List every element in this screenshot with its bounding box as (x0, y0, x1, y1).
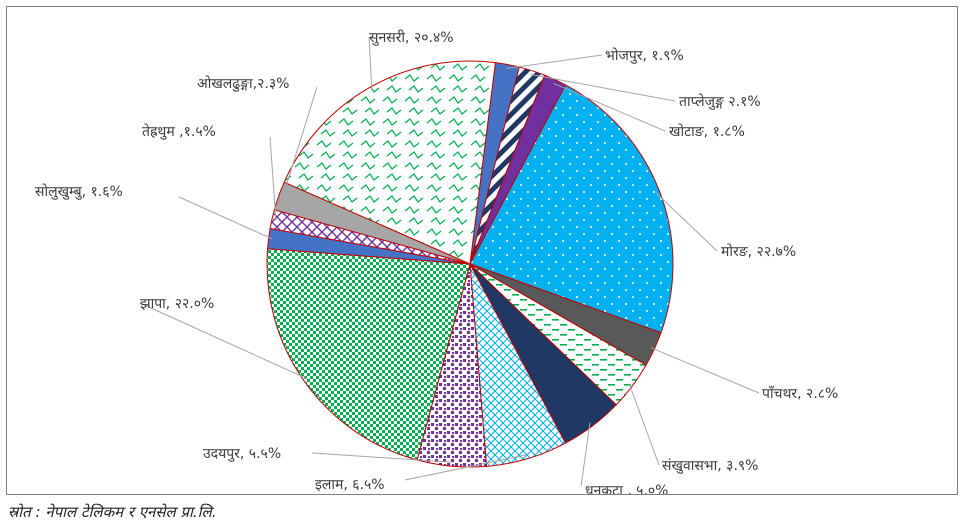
slice-label: भोजपुर, १.९% (605, 47, 684, 64)
slice-label: ताप्लेजुङ्ग २.१% (679, 93, 761, 110)
slice-label: संखुवासभा, ३.९% (662, 458, 758, 474)
slice-label: इलाम, ६.५% (315, 477, 385, 493)
pie-chart: भोजपुर, १.९% ताप्लेजुङ्ग २.१% खोटाङ, १.८% म… (35, 29, 838, 494)
source-note: स्रोत : नेपाल टेलिकम र एनसेल प्रा.लि. (8, 503, 217, 521)
chart-frame: भोजपुर, १.९% ताप्लेजुङ्ग २.१% खोटाङ, १.८% म… (6, 6, 958, 495)
leader-line (178, 196, 273, 240)
leader-line (506, 54, 603, 69)
leader-line (139, 302, 308, 380)
slice-labels: भोजपुर, १.९% ताप्लेजुङ्ग २.१% खोटाङ, १.८% म… (35, 29, 838, 494)
leader-lines (139, 36, 760, 487)
slice-label: उदयपुर, ५.५% (203, 446, 281, 462)
leader-line (311, 452, 452, 463)
leader-line (282, 86, 318, 198)
slice-label: खोटाङ, १.८% (669, 123, 745, 140)
leader-line (530, 74, 676, 102)
leader-line (368, 36, 373, 91)
leader-line (404, 454, 527, 481)
leader-line (553, 82, 666, 132)
pie-slices (266, 60, 674, 468)
slice-label: धनकुटा , ५.०% (585, 483, 668, 494)
slice-label: सुनसरी, २०.४% (369, 29, 454, 46)
leader-line (650, 347, 760, 394)
slice-label: ओखलढुङ्गा,२.३% (197, 75, 289, 92)
slice-label: मोरङ, २२.७% (721, 243, 796, 260)
slice-label: सोलुखुम्बु, १.६% (35, 183, 123, 200)
slice-label: तेह्रथुम ,१.५% (142, 123, 216, 140)
leader-line (580, 422, 591, 487)
leader-line (269, 136, 277, 221)
leader-line (628, 383, 660, 466)
pie-slice (283, 60, 496, 265)
slice-label: झापा, २२.०% (140, 296, 214, 312)
pie-slice (469, 84, 674, 334)
pie-slice (266, 248, 471, 461)
leader-line (655, 192, 718, 252)
slice-label: पाँचथर, २.८% (762, 385, 838, 402)
